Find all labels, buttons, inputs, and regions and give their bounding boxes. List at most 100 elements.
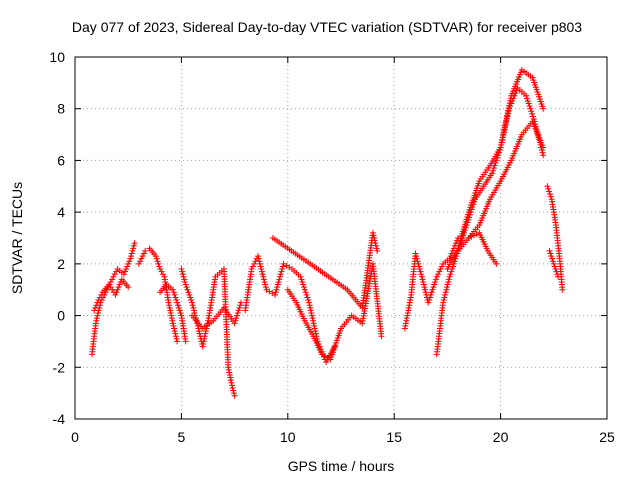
data-point-interp (553, 268, 560, 275)
data-point-interp (181, 278, 188, 285)
data-point-interp (422, 286, 429, 293)
y-tick-label: 8 (57, 101, 65, 117)
data-point-interp (171, 328, 178, 335)
data-point-interp (298, 276, 305, 283)
data-point-interp (225, 366, 232, 373)
data-point-interp (547, 250, 554, 257)
data-point-interp (123, 266, 130, 273)
data-point-interp (276, 273, 283, 280)
series-track-i (269, 229, 381, 311)
data-point-interp (275, 278, 282, 285)
data-point-interp (300, 281, 307, 288)
data-point-interp (173, 335, 180, 342)
data-point-interp (445, 278, 452, 285)
data-point-interp (447, 253, 454, 260)
data-point-interp (95, 309, 102, 316)
data-point-interp (237, 302, 244, 309)
data-point-interp (124, 263, 131, 270)
data-point-interp (186, 291, 193, 298)
data-point-interp (261, 278, 268, 285)
data-point-interp (234, 309, 241, 316)
data-point (174, 338, 181, 345)
data-point-interp (262, 281, 269, 288)
data-point-interp (140, 250, 147, 257)
data-point-interp (311, 325, 318, 332)
data-point-interp (430, 284, 437, 291)
data-point-interp (228, 382, 235, 389)
data-point-interp (181, 276, 188, 283)
data-point-interp (189, 302, 196, 309)
data-point (248, 266, 255, 273)
series-track-p (546, 247, 562, 280)
data-point-interp (432, 278, 439, 285)
data-point-interp (230, 390, 237, 397)
data-point-interp (200, 341, 207, 348)
data-point-interp (431, 281, 438, 288)
data-point-interp (185, 289, 192, 296)
data-point-interp (529, 110, 536, 117)
data-point-interp (300, 284, 307, 291)
data-point-interp (201, 335, 208, 342)
data-point-interp (228, 379, 235, 386)
data-point (306, 299, 313, 306)
data-point-interp (236, 304, 243, 311)
data-point-interp (193, 317, 200, 324)
data-point-interp (417, 268, 424, 275)
data-point (229, 384, 236, 391)
data-point-interp (230, 387, 237, 394)
data-point (374, 247, 381, 254)
data-point-interp (159, 271, 166, 278)
data-point-interp (274, 281, 281, 288)
data-point-interp (170, 289, 177, 296)
data-point-interp (529, 113, 536, 120)
series-track-o (544, 183, 566, 293)
data-point-interp (527, 105, 534, 112)
y-tick-label: 2 (57, 256, 65, 272)
data-point-interp (525, 100, 532, 107)
data-point (425, 299, 432, 306)
data-point-interp (299, 278, 306, 285)
data-point-interp (308, 312, 315, 319)
data-point-interp (179, 271, 186, 278)
data-point-interp (426, 294, 433, 301)
y-tick-label: -2 (53, 359, 66, 375)
series-track-n (465, 229, 500, 267)
data-point-interp (442, 291, 449, 298)
data-point-interp (420, 278, 427, 285)
data-point-interp (276, 276, 283, 283)
data-point-interp (93, 302, 100, 309)
data-point-interp (415, 260, 422, 267)
data-point-interp (551, 263, 558, 270)
series-track-g (242, 253, 338, 366)
data-point-interp (188, 297, 195, 304)
series-track-b (91, 276, 132, 314)
data-point (523, 92, 530, 99)
data-point-interp (168, 315, 175, 322)
data-point-interp (249, 263, 256, 270)
data-point-interp (416, 263, 423, 270)
data-point-interp (117, 278, 124, 285)
data-point-interp (554, 271, 561, 278)
data-point (135, 260, 142, 267)
data-point-interp (421, 284, 428, 291)
data-point (225, 364, 232, 371)
data-point-interp (546, 188, 553, 195)
data-point-interp (312, 328, 319, 335)
data-point (182, 338, 189, 345)
data-point-interp (184, 286, 191, 293)
data-point-interp (126, 258, 133, 265)
data-point (546, 247, 553, 254)
data-point-interp (226, 369, 233, 376)
data-point-interp (427, 291, 434, 298)
data-point (446, 273, 453, 280)
data-point-interp (201, 333, 208, 340)
data-point-interp (190, 304, 197, 311)
data-point-interp (372, 242, 379, 249)
data-point-interp (202, 328, 209, 335)
data-point (169, 320, 176, 327)
data-point (142, 247, 149, 254)
x-tick-label: 20 (493, 429, 509, 445)
data-point-interp (432, 276, 439, 283)
data-point (169, 286, 176, 293)
